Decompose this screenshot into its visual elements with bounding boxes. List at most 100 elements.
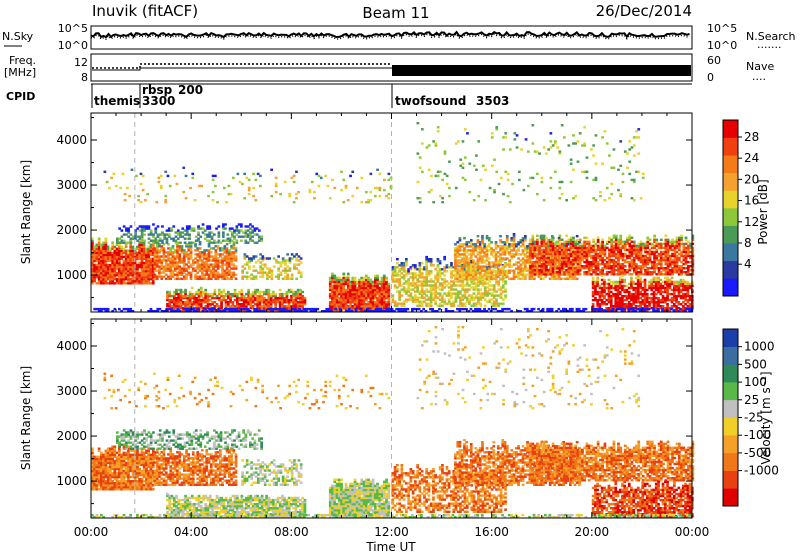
range-cell	[242, 296, 246, 300]
range-cell	[231, 292, 235, 296]
range-cell	[161, 231, 164, 234]
range-cell	[355, 294, 359, 298]
range-cell	[143, 229, 146, 232]
range-cell	[167, 275, 170, 278]
range-cell	[360, 286, 364, 290]
range-cell	[118, 253, 121, 257]
range-cell	[111, 259, 114, 263]
range-cell	[503, 251, 507, 254]
range-cell	[655, 256, 659, 260]
range-cell	[515, 275, 518, 278]
range-cell	[483, 245, 487, 248]
range-cell	[416, 304, 419, 307]
range-cell	[563, 262, 566, 266]
range-cell	[287, 290, 291, 294]
range-cell	[479, 292, 483, 295]
range-cell	[387, 294, 391, 298]
range-cell	[283, 305, 286, 308]
range-cell	[178, 267, 182, 270]
range-cell	[465, 282, 469, 285]
range-cell	[669, 248, 672, 252]
range-cell	[263, 296, 266, 300]
range-cell	[607, 288, 611, 292]
range-cell	[331, 276, 334, 280]
range-cell	[204, 296, 208, 300]
range-cell	[177, 288, 181, 292]
range-cell	[133, 271, 137, 275]
range-cell	[659, 246, 663, 250]
range-cell	[246, 229, 250, 232]
range-cell	[225, 267, 229, 270]
range-cell	[208, 225, 212, 228]
range-cell	[664, 252, 668, 256]
range-cell	[91, 280, 94, 283]
range-cell	[503, 245, 507, 248]
range-cell	[465, 251, 469, 254]
range-cell	[485, 255, 489, 258]
range-cell	[97, 263, 101, 267]
range-cell	[360, 294, 364, 298]
range-cell	[198, 247, 202, 250]
range-cell	[153, 251, 157, 254]
range-cell	[344, 305, 348, 308]
range-cell	[494, 245, 498, 248]
range-cell	[445, 284, 449, 287]
range-cell	[240, 296, 244, 300]
range-cell	[260, 296, 264, 300]
range-cell	[238, 292, 241, 296]
range-cell	[215, 296, 219, 300]
range-cell	[608, 248, 611, 252]
range-cell	[519, 263, 523, 266]
range-cell	[186, 301, 190, 304]
range-cell	[460, 277, 464, 280]
range-cell	[166, 303, 169, 306]
range-cell	[236, 296, 239, 300]
range-cell	[671, 273, 674, 276]
range-cell	[610, 244, 614, 248]
range-cell	[503, 243, 507, 246]
range-cell	[608, 258, 611, 262]
range-cell	[655, 244, 659, 248]
range-cell	[598, 294, 602, 298]
range-cell	[659, 267, 663, 270]
range-cell	[542, 267, 546, 270]
range-cell	[185, 233, 189, 236]
range-cell	[605, 260, 609, 264]
range-cell	[355, 292, 359, 296]
range-cell	[234, 247, 238, 250]
range-cell	[646, 236, 650, 239]
range-cell	[367, 303, 370, 306]
range-cell	[203, 249, 206, 252]
range-cell	[671, 262, 674, 266]
range-cell	[409, 268, 413, 271]
range-cell	[678, 248, 681, 252]
range-cell	[472, 292, 476, 295]
range-cell	[691, 250, 695, 254]
range-cell	[167, 259, 170, 262]
range-cell	[610, 265, 614, 268]
range-cell	[287, 307, 291, 310]
range-cell	[263, 307, 266, 310]
range-cell	[483, 247, 487, 250]
range-cell	[198, 255, 202, 258]
range-cell	[131, 251, 135, 255]
range-cell	[226, 237, 230, 240]
range-cell	[120, 255, 123, 259]
range-cell	[301, 290, 304, 294]
range-cell	[463, 257, 466, 260]
range-cell	[490, 247, 493, 250]
range-cell	[572, 240, 575, 243]
range-cell	[592, 265, 595, 268]
range-cell	[488, 266, 492, 269]
range-cell	[560, 259, 563, 262]
range-cell	[549, 269, 553, 272]
range-cell	[531, 252, 535, 256]
range-cell	[97, 253, 101, 257]
range-cell	[465, 245, 469, 248]
range-cell	[560, 277, 563, 280]
range-cell	[592, 258, 595, 262]
range-cell	[617, 246, 620, 250]
range-cell	[97, 255, 101, 259]
range-cell	[531, 234, 535, 237]
range-cell	[106, 269, 110, 273]
